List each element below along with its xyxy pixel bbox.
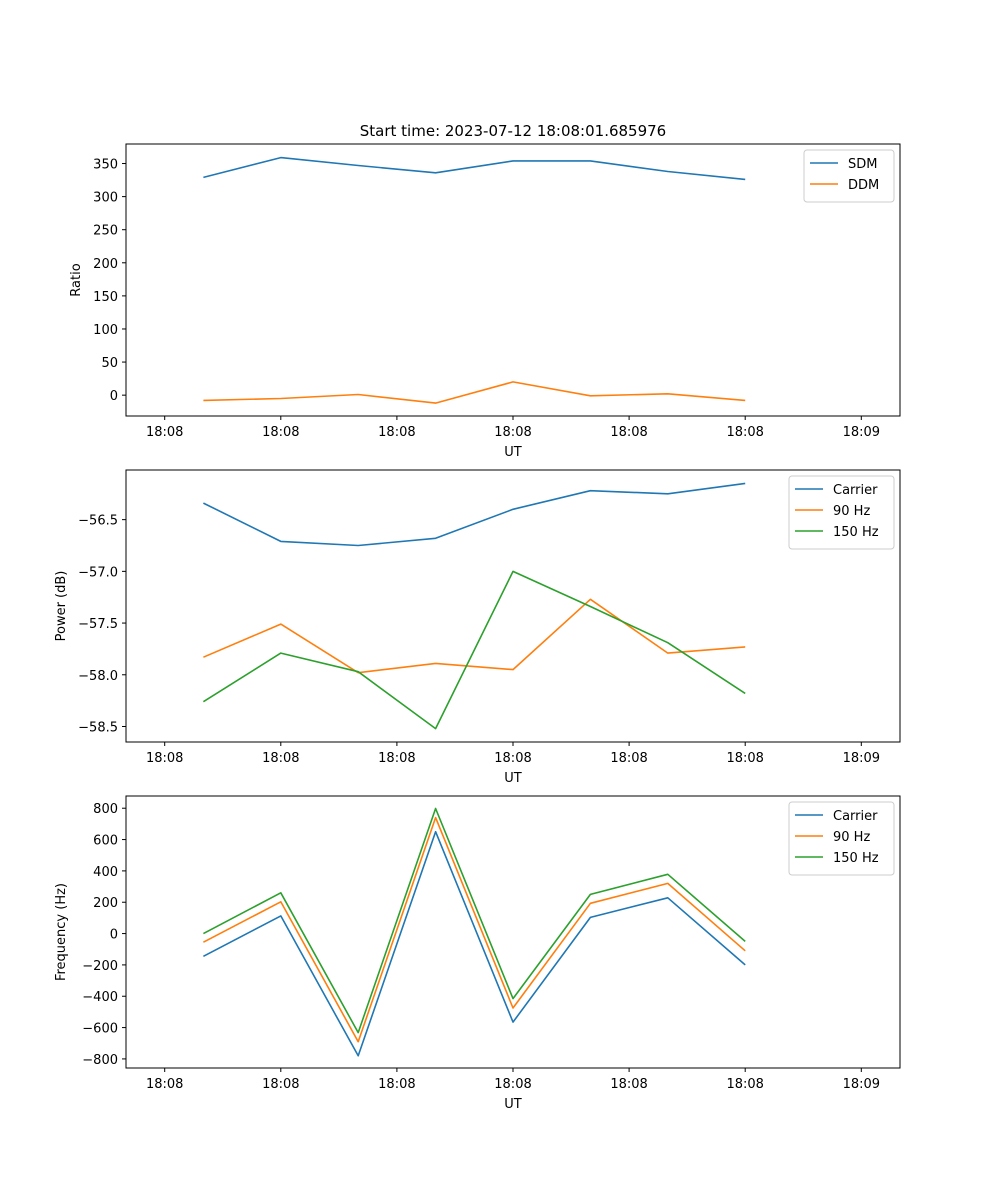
series-line-ddm xyxy=(203,381,746,404)
y-tick-label: 100 xyxy=(93,323,118,338)
x-tick-label: 18:08 xyxy=(146,425,183,440)
figure-title: Start time: 2023-07-12 18:08:01.685976 xyxy=(360,122,666,140)
y-tick-label: −800 xyxy=(82,1053,118,1068)
series-line-carrier xyxy=(203,482,746,547)
y-axis-label: Ratio xyxy=(69,263,84,296)
legend: Carrier 90 Hz 150 Hz xyxy=(788,801,895,876)
x-tick-label: 18:08 xyxy=(726,751,763,766)
x-axis-label: UT xyxy=(504,1097,522,1112)
x-tick-label: 18:08 xyxy=(610,751,647,766)
y-tick-label: −56.5 xyxy=(78,514,118,529)
y-tick-label: 350 xyxy=(93,158,118,173)
x-tick-label: 18:08 xyxy=(262,425,299,440)
y-tick-label: 250 xyxy=(93,224,118,239)
y-tick-label: 150 xyxy=(93,290,118,305)
x-tick-label: 18:08 xyxy=(146,751,183,766)
y-tick-label: 400 xyxy=(93,865,118,880)
y-tick-label: −58.0 xyxy=(78,669,118,684)
legend-entry: 150 Hz xyxy=(833,851,879,866)
y-tick-label: 50 xyxy=(101,356,118,371)
x-tick-label: 18:09 xyxy=(843,1077,880,1092)
y-axis-label: Frequency (Hz) xyxy=(54,883,69,981)
x-tick-label: 18:08 xyxy=(494,751,531,766)
series-line-90-hz xyxy=(203,598,746,674)
y-tick-label: −57.0 xyxy=(78,565,118,580)
series-line-90-hz xyxy=(203,816,746,1043)
y-tick-label: −57.5 xyxy=(78,617,118,632)
x-tick-label: 18:08 xyxy=(378,751,415,766)
x-tick-label: 18:08 xyxy=(494,1077,531,1092)
series-line-150-hz xyxy=(203,807,746,1034)
x-axis-label: UT xyxy=(504,445,522,460)
x-tick-label: 18:08 xyxy=(726,425,763,440)
y-tick-label: −58.5 xyxy=(78,720,118,735)
legend-entry: DDM xyxy=(848,178,879,193)
y-tick-label: −600 xyxy=(82,1022,118,1037)
legend-entry: 90 Hz xyxy=(833,830,870,845)
chart-panel-2: 18:08 18:08 18:08 18:08 18:08 18:08 18:09 −56.5… xyxy=(54,469,901,786)
y-tick-label: 0 xyxy=(110,928,118,943)
y-tick-label: 200 xyxy=(93,896,118,911)
x-tick-label: 18:08 xyxy=(378,1077,415,1092)
x-tick-label: 18:08 xyxy=(610,1077,647,1092)
series-line-sdm xyxy=(203,156,746,181)
y-tick-label: −200 xyxy=(82,959,118,974)
y-tick-label: 800 xyxy=(93,802,118,817)
legend-entry: SDM xyxy=(848,157,877,172)
legend-entry: 150 Hz xyxy=(833,525,879,540)
legend-entry: Carrier xyxy=(833,809,878,824)
legend: Carrier 90 Hz 150 Hz xyxy=(788,475,895,550)
x-axis-label: UT xyxy=(504,771,522,786)
x-tick-label: 18:09 xyxy=(843,425,880,440)
y-tick-label: 0 xyxy=(110,389,118,404)
y-tick-label: 600 xyxy=(93,834,118,849)
x-tick-label: 18:08 xyxy=(610,425,647,440)
panels: 18:08 18:08 18:08 18:08 18:08 18:08 18:09 0 50 10… xyxy=(54,143,901,1112)
x-tick-label: 18:08 xyxy=(378,425,415,440)
series-line-150-hz xyxy=(202,570,746,730)
x-tick-label: 18:09 xyxy=(843,751,880,766)
legend-entry: 90 Hz xyxy=(833,504,870,519)
chart-panel-1: 18:08 18:08 18:08 18:08 18:08 18:08 18:09 0 50 10… xyxy=(69,143,901,460)
legend-entry: Carrier xyxy=(833,483,878,498)
x-tick-label: 18:08 xyxy=(726,1077,763,1092)
series-line-carrier xyxy=(203,830,746,1057)
y-tick-label: 200 xyxy=(93,257,118,272)
legend: SDM DDM xyxy=(803,149,895,203)
chart-panel-3: 18:08 18:08 18:08 18:08 18:08 18:08 18:09 800 60… xyxy=(54,795,901,1112)
x-tick-label: 18:08 xyxy=(262,1077,299,1092)
y-tick-label: 300 xyxy=(93,191,118,206)
y-tick-label: −400 xyxy=(82,990,118,1005)
y-axis-label: Power (dB) xyxy=(54,571,69,642)
x-tick-label: 18:08 xyxy=(146,1077,183,1092)
x-tick-label: 18:08 xyxy=(494,425,531,440)
x-tick-label: 18:08 xyxy=(262,751,299,766)
